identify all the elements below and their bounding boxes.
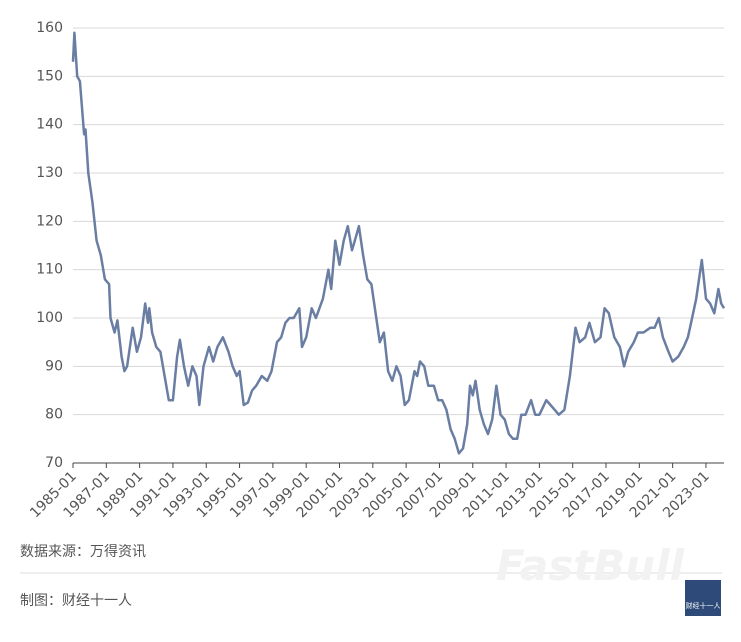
y-tick-label: 70 — [45, 455, 63, 471]
y-tick-label: 80 — [45, 407, 63, 423]
y-tick-label: 120 — [36, 213, 63, 229]
logo-box — [685, 580, 721, 616]
watermark: FastBull — [496, 541, 685, 590]
y-tick-label: 160 — [36, 20, 63, 36]
y-tick-label: 110 — [36, 262, 63, 278]
credit-note: 制图：财经十一人 — [20, 593, 132, 609]
y-tick-label: 130 — [36, 165, 63, 181]
data-line — [71, 31, 726, 455]
y-tick-label: 100 — [36, 310, 63, 326]
y-tick-label: 90 — [45, 358, 63, 374]
source-note: 数据来源：万得资讯 — [20, 543, 146, 560]
y-tick-label: 150 — [36, 68, 63, 84]
y-tick-label: 140 — [36, 117, 63, 133]
logo-text: 财经十一人 — [686, 601, 721, 610]
